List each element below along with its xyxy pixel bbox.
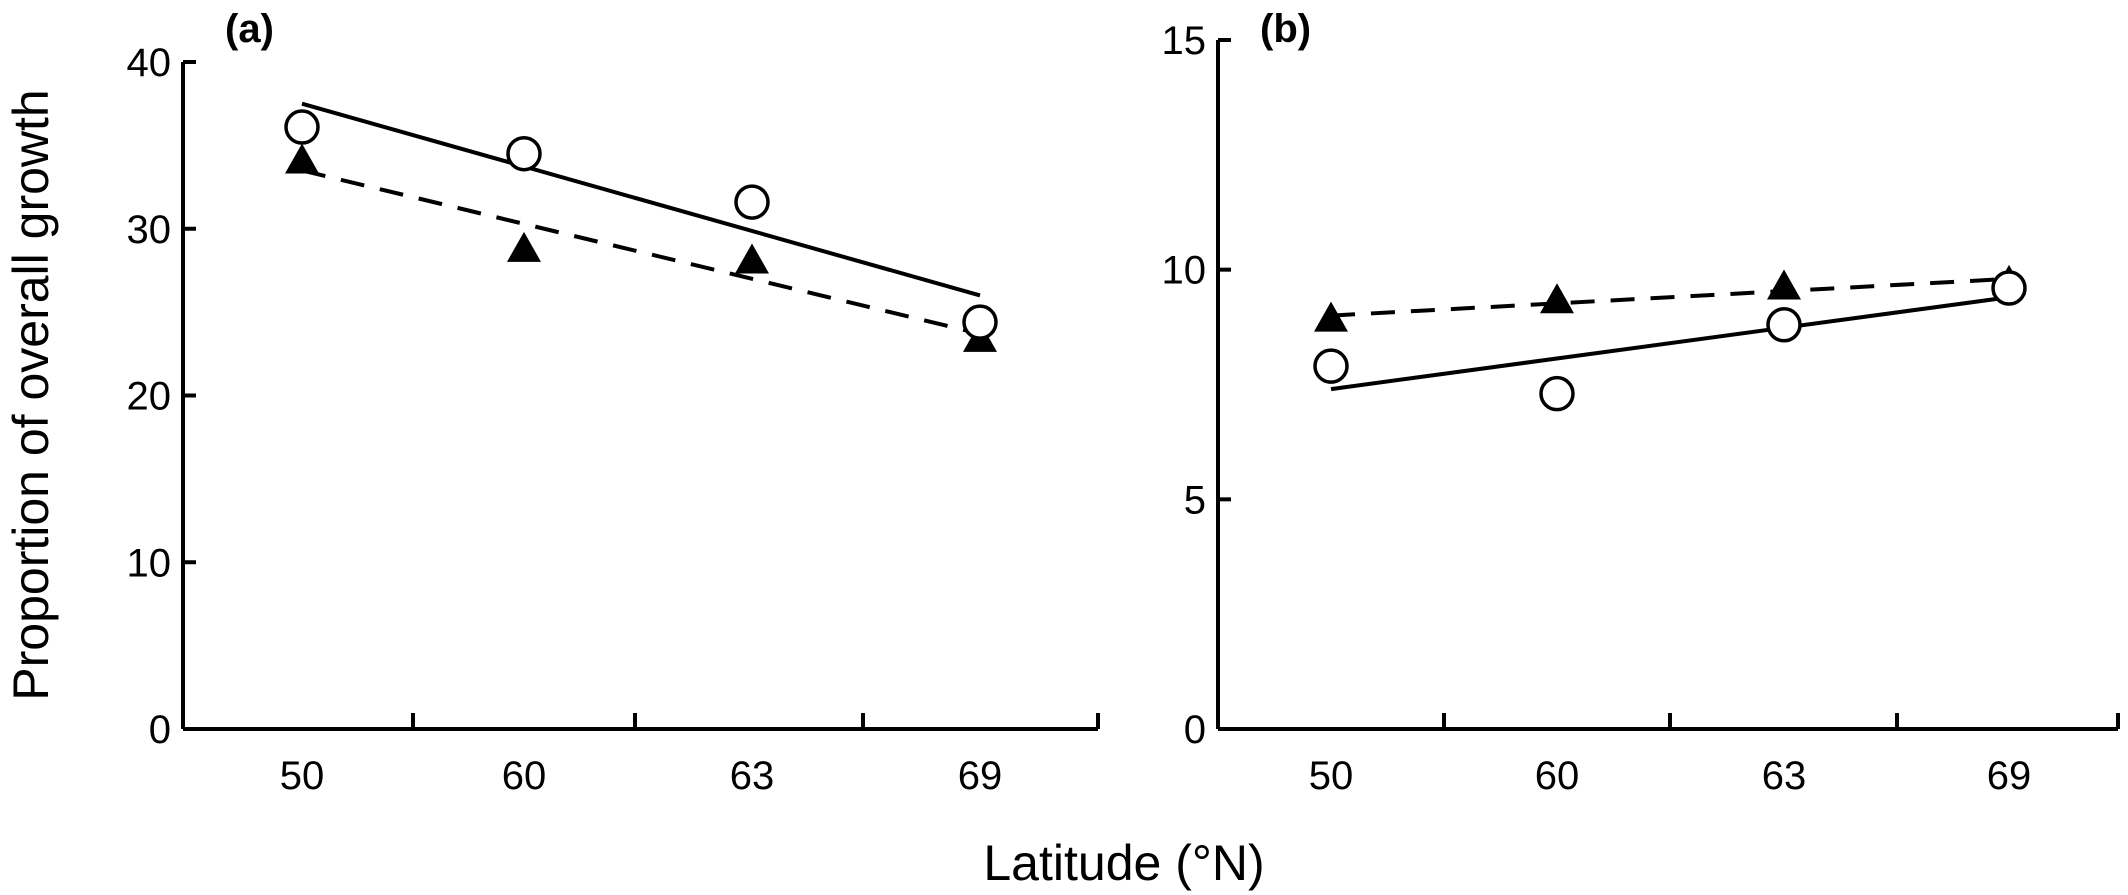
y-tick-label: 30	[127, 208, 172, 252]
open-circle-point	[734, 184, 770, 220]
filled-triangle-point	[1314, 301, 1348, 332]
y-tick-label: 10	[127, 541, 172, 585]
filled-triangle-point	[285, 143, 319, 174]
filled-triangle-point	[735, 243, 769, 274]
x-tick-label: 63	[1762, 754, 1807, 798]
open-circle-point	[1991, 270, 2027, 306]
y-axis-title: Proportion of overall growth	[3, 89, 59, 700]
y-tick-label: 40	[127, 41, 172, 85]
y-tick-label: 10	[1162, 249, 1207, 293]
y-tick-label: 0	[1184, 708, 1206, 752]
solid-fit-line	[1330, 295, 2010, 392]
solid-fit-line	[301, 101, 981, 298]
y-tick-label: 0	[149, 708, 171, 752]
dashed-fit-line	[1330, 276, 2010, 318]
open-circle-point	[284, 109, 320, 145]
filled-triangle-point	[507, 231, 541, 262]
x-tick-label: 60	[1535, 754, 1580, 798]
x-tick-label: 50	[1309, 754, 1354, 798]
x-tick-label: 63	[730, 754, 775, 798]
open-circle-point	[1766, 307, 1802, 343]
x-tick-label: 60	[502, 754, 547, 798]
x-tick-label: 50	[280, 754, 325, 798]
filled-triangle-point	[1767, 269, 1801, 300]
panel-label: (b)	[1260, 7, 1311, 51]
y-tick-label: 5	[1184, 478, 1206, 522]
x-tick-label: 69	[958, 754, 1003, 798]
open-circle-point	[506, 135, 542, 172]
y-tick-label: 20	[127, 375, 172, 419]
dashed-fit-line	[301, 168, 981, 336]
open-circle-point	[1313, 348, 1349, 384]
panel-a: 0 10 20 30 40 50 60 63 69 (a)	[127, 7, 1100, 798]
open-circle-point	[962, 304, 998, 340]
open-circle-point	[1539, 375, 1575, 412]
x-tick-label: 69	[1987, 754, 2032, 798]
panel-b: 0 5 10 15 50 60 63 69 (b)	[1162, 7, 2120, 798]
y-tick-label: 15	[1162, 19, 1207, 63]
x-axis-title: Latitude (°N)	[983, 835, 1264, 891]
panel-label: (a)	[225, 7, 274, 51]
filled-triangle-point	[1540, 283, 1574, 314]
